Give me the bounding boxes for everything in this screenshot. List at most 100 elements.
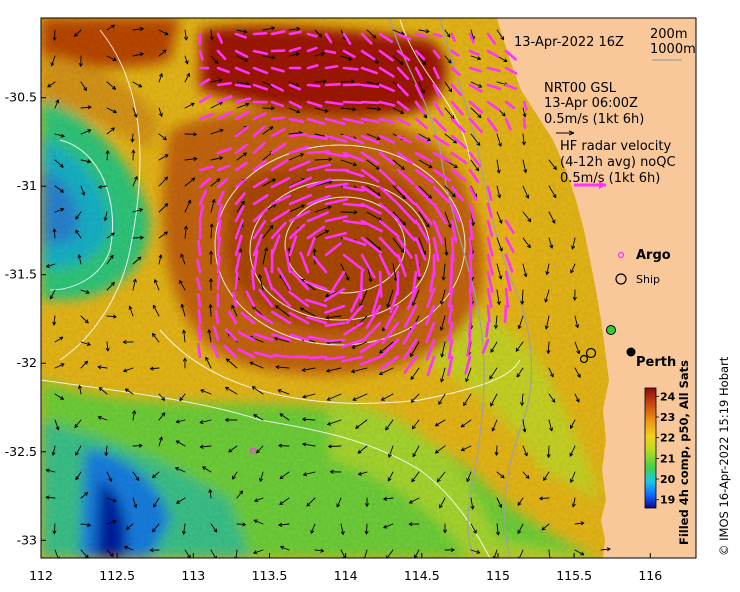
model-arrow	[53, 228, 56, 239]
radar-arrow	[324, 134, 348, 143]
radar-arrow	[288, 30, 302, 36]
model-arrowhead	[242, 522, 246, 527]
model-arrowhead	[520, 402, 525, 406]
radar-arrow	[288, 132, 307, 138]
model-arrowhead	[352, 397, 357, 401]
model-arrowhead	[279, 413, 284, 418]
model-arrow	[314, 52, 325, 57]
model-arrow	[351, 367, 368, 373]
model-arrowhead	[231, 305, 236, 309]
model-arrow	[210, 199, 215, 213]
model-arrowhead	[181, 530, 187, 535]
model-arrow	[262, 247, 268, 265]
model-arrowhead	[388, 453, 392, 458]
model-arrowhead	[112, 85, 116, 90]
model-arrow	[210, 79, 223, 83]
radar-arrow	[306, 46, 318, 53]
perth-label: Perth	[636, 355, 676, 370]
model-arrowhead	[85, 290, 90, 294]
radar-arrow	[252, 250, 259, 274]
model-arrowhead	[105, 347, 110, 352]
model-arrowhead	[472, 529, 477, 534]
model-arrowhead	[59, 163, 64, 168]
y-tick-label: -31.5	[5, 267, 37, 282]
model-arrowhead	[216, 178, 221, 183]
radar-arrow	[381, 321, 400, 345]
model-arrowhead	[575, 398, 580, 403]
model-arrow	[340, 80, 355, 83]
model-arrowhead	[572, 296, 577, 301]
radar-legend-scale: 0.5m/s (1kt 6h)	[560, 171, 660, 186]
model-arrowhead	[440, 378, 445, 383]
model-arrowhead	[211, 199, 216, 203]
radar-arrow	[504, 117, 512, 131]
radar-arrow	[432, 66, 440, 80]
model-arrow	[303, 471, 316, 476]
model-arrow	[352, 393, 368, 401]
model-arrow	[418, 159, 433, 169]
model-arrowhead	[45, 495, 50, 500]
radar-arrow	[270, 176, 291, 189]
model-arrowhead	[87, 105, 92, 110]
model-arrow	[444, 55, 452, 64]
model-arrowhead	[427, 194, 432, 199]
model-arrow	[158, 203, 169, 213]
model-arrow	[152, 333, 160, 343]
model-arrow	[418, 237, 426, 255]
model-arrowhead	[245, 102, 250, 107]
model-arrowhead	[97, 415, 102, 420]
model-arrowhead	[521, 141, 526, 146]
model-arrow	[522, 419, 526, 433]
model-arrow	[232, 471, 238, 480]
model-arrowhead	[576, 350, 581, 354]
radar-arrow	[414, 236, 427, 261]
model-arrow	[301, 367, 316, 371]
model-arrowhead	[353, 210, 358, 215]
radar-arrow	[504, 270, 512, 292]
model-arrowhead	[570, 269, 574, 274]
model-arrowhead	[436, 478, 441, 483]
radar-arrow	[342, 100, 363, 105]
radar-arrow	[468, 66, 482, 73]
model-arrow	[132, 208, 143, 213]
radar-arrow	[447, 304, 454, 324]
model-arrowhead	[551, 219, 556, 224]
model-arrowhead	[381, 396, 385, 401]
radar-arrow	[270, 100, 285, 108]
radar-arrow	[253, 351, 274, 359]
model-arrowhead	[301, 367, 306, 372]
model-arrow	[236, 55, 249, 62]
radar-arrow	[234, 143, 248, 155]
credit-text: © IMOS 16-Apr-2022 15:19 Hobart	[717, 356, 731, 556]
radar-arrow	[197, 342, 202, 359]
model-arrow	[392, 55, 404, 65]
radar-arrow	[426, 355, 436, 377]
radar-arrow	[288, 210, 311, 223]
model-arrowhead	[209, 223, 214, 228]
radar-arrow	[486, 236, 494, 257]
model-arrowhead	[411, 425, 416, 430]
model-arrowhead	[318, 33, 323, 38]
argo-legend-label: Argo	[636, 248, 671, 263]
model-arrow	[51, 55, 56, 67]
model-arrowhead	[123, 368, 128, 373]
model-arrow	[470, 133, 481, 146]
model-legend-time: 13-Apr 06:00Z	[544, 96, 638, 111]
model-arrow	[522, 237, 531, 249]
model-arrowhead	[576, 373, 581, 378]
model-arrowhead	[228, 448, 233, 453]
model-arrowhead	[549, 373, 554, 378]
model-arrowhead	[186, 73, 190, 77]
model-arrowhead	[60, 207, 64, 212]
depth-label-200m: 200m	[650, 27, 687, 42]
model-arrowhead	[422, 61, 426, 66]
model-arrowhead	[400, 166, 405, 170]
radar-arrow	[342, 32, 352, 45]
radar-arrow	[196, 259, 202, 274]
model-arrowhead	[184, 60, 189, 65]
model-arrowhead	[325, 293, 330, 298]
radar-arrow	[414, 253, 421, 277]
model-arrowhead	[251, 386, 256, 390]
model-arrowhead	[425, 29, 430, 34]
model-arrow	[106, 107, 117, 114]
